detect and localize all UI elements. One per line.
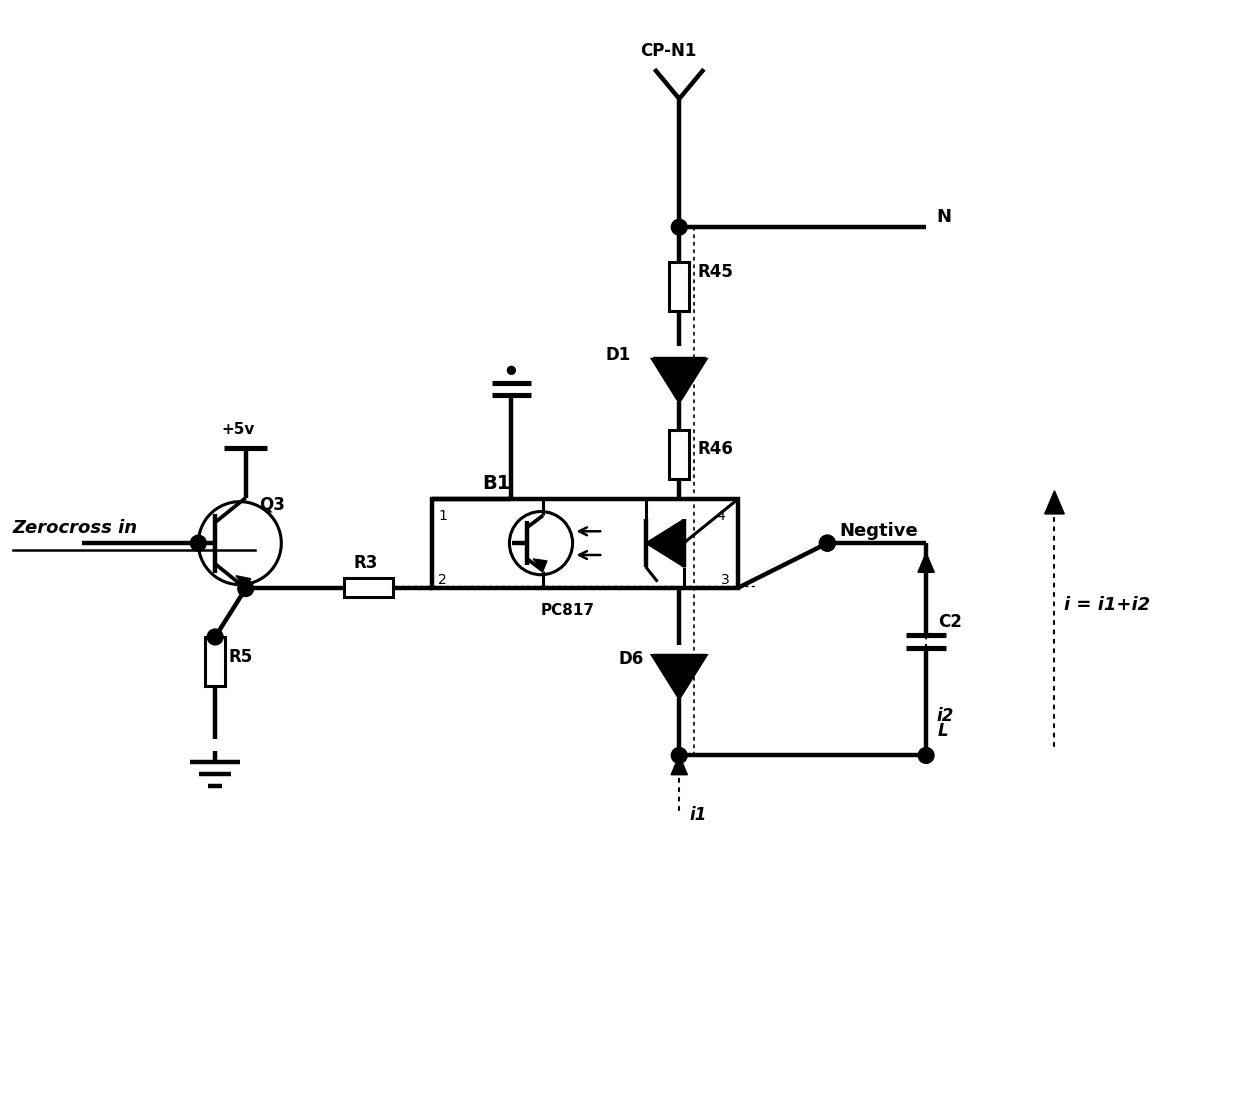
Bar [670, 261, 689, 311]
Bar [433, 499, 739, 587]
Text: 4: 4 [717, 510, 725, 523]
Circle shape [918, 748, 934, 763]
Text: i2: i2 [936, 707, 954, 725]
Text: 1: 1 [438, 510, 448, 523]
Text: C2: C2 [937, 613, 962, 632]
Polygon shape [918, 553, 934, 572]
Polygon shape [652, 359, 706, 402]
Text: N: N [936, 208, 951, 226]
Polygon shape [533, 558, 547, 571]
Text: i = i1+i2: i = i1+i2 [1064, 596, 1151, 614]
Text: D1: D1 [605, 347, 630, 365]
Circle shape [671, 219, 687, 235]
Text: L: L [937, 721, 949, 740]
Text: +5v: +5v [221, 421, 254, 437]
Text: B1: B1 [482, 474, 510, 493]
Polygon shape [671, 756, 687, 774]
Bar [343, 577, 393, 597]
Text: D6: D6 [618, 649, 644, 668]
Text: R45: R45 [697, 263, 733, 280]
Text: R46: R46 [697, 440, 733, 459]
Text: 3: 3 [720, 573, 729, 586]
Circle shape [671, 748, 687, 763]
Text: i1: i1 [689, 806, 707, 823]
Polygon shape [1045, 491, 1064, 514]
Text: CP-N1: CP-N1 [640, 42, 696, 60]
Circle shape [191, 535, 206, 551]
Polygon shape [652, 656, 706, 698]
Text: Q3: Q3 [259, 495, 285, 514]
Text: Zerocross in: Zerocross in [12, 520, 138, 537]
Text: R5: R5 [229, 648, 253, 666]
Circle shape [820, 535, 836, 551]
Text: R3: R3 [353, 554, 378, 572]
Bar [670, 430, 689, 479]
Polygon shape [646, 520, 683, 567]
Text: Negtive: Negtive [839, 522, 918, 541]
Text: 2: 2 [438, 573, 448, 586]
Circle shape [820, 535, 836, 551]
Text: PC817: PC817 [541, 603, 595, 618]
Circle shape [207, 629, 223, 645]
Circle shape [238, 581, 254, 596]
Polygon shape [236, 576, 250, 588]
Circle shape [507, 367, 516, 375]
Bar [206, 637, 224, 686]
